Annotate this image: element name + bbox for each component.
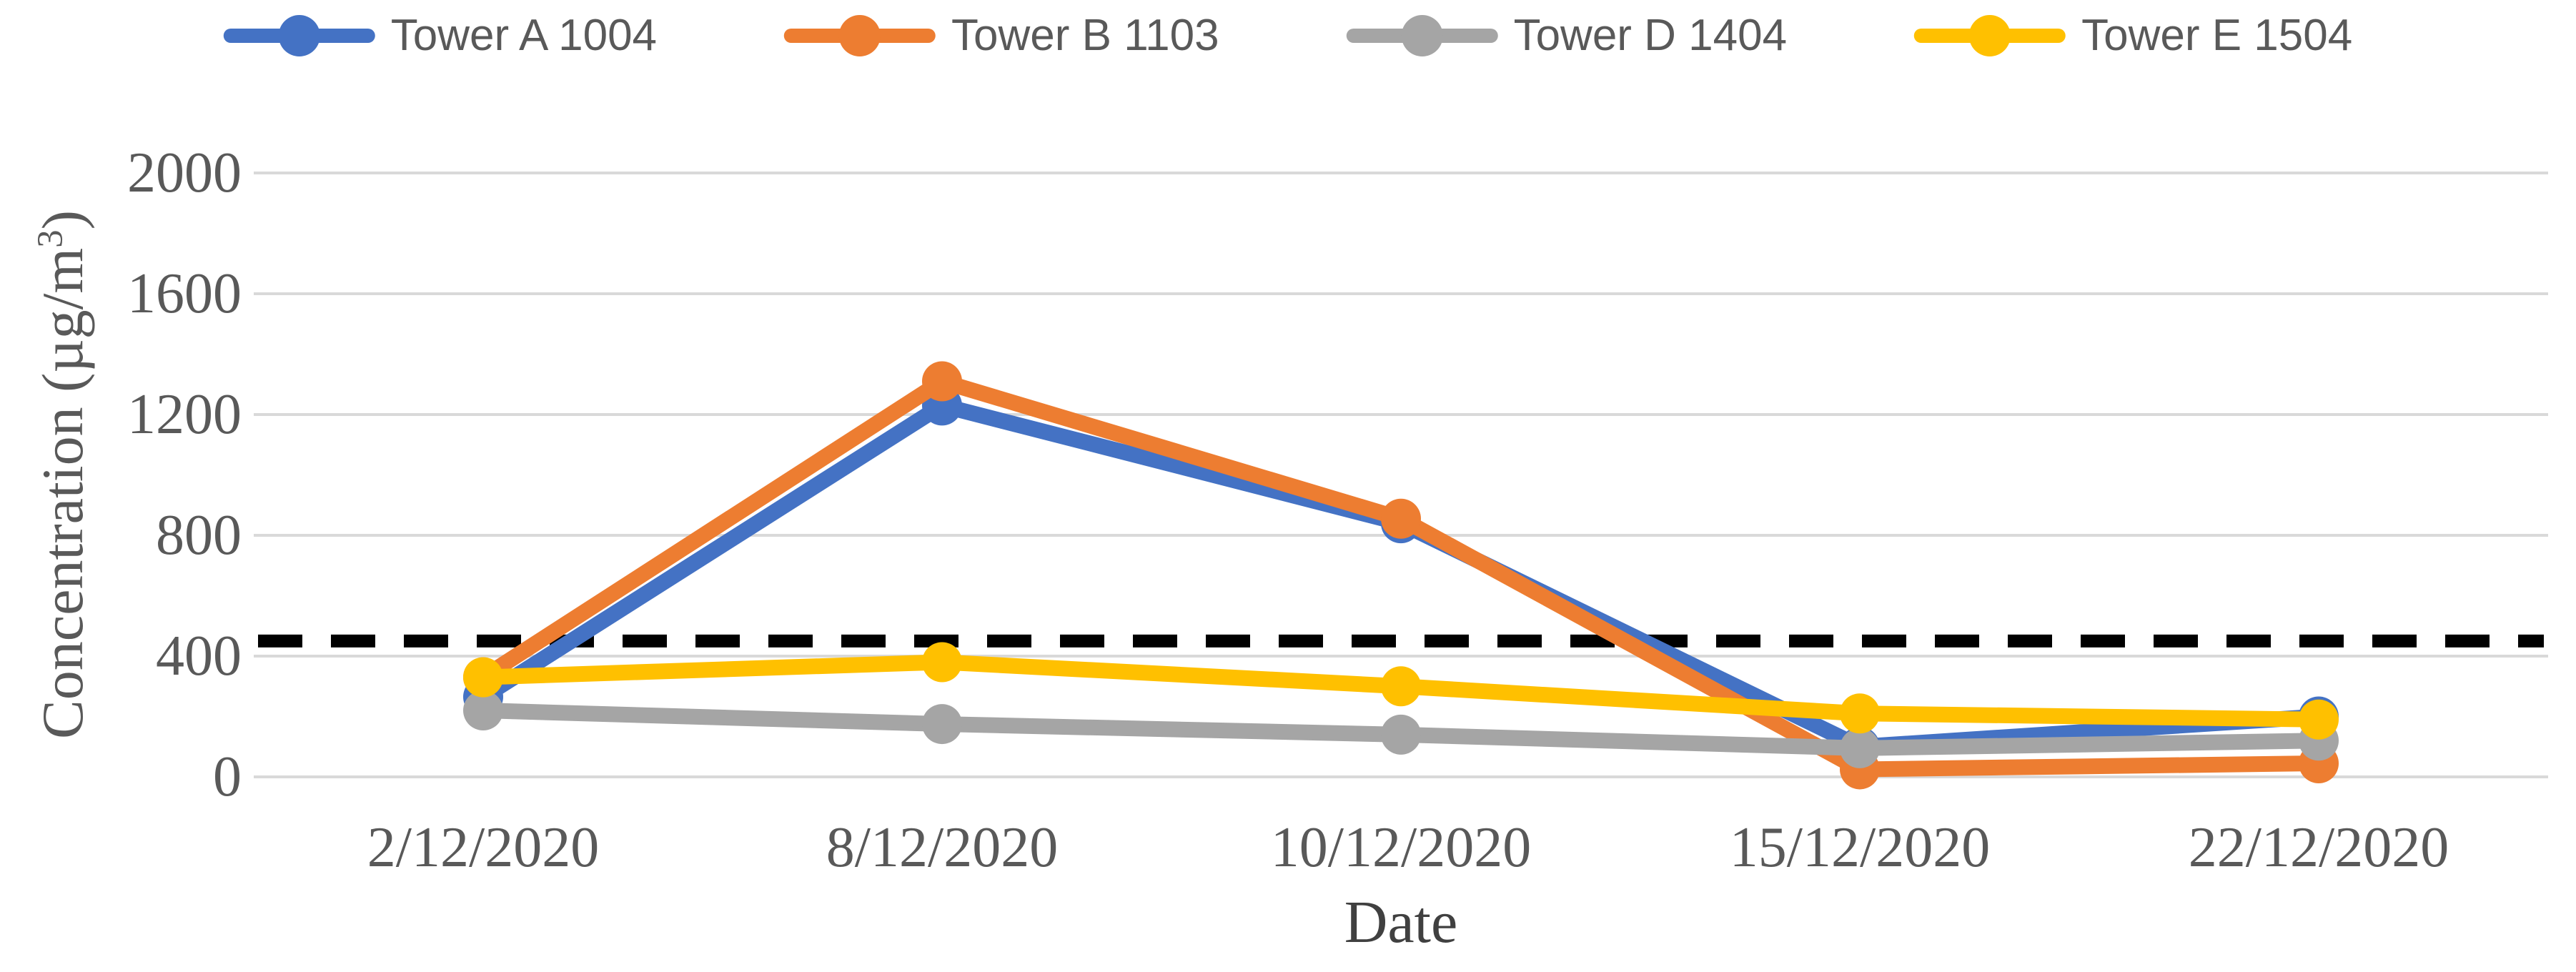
y-tick-label-0: 0 [213,745,242,808]
data-point-marker-tower-e-1504-2 [1381,666,1421,707]
legend-item-tower-a: Tower A 1004 [223,10,658,61]
data-point-marker-tower-e-1504-4 [2299,699,2339,740]
y-tick-label-2000: 2000 [127,142,242,204]
x-tick-label-5: 22/12/2020 [2188,816,2449,879]
x-tick-label-4: 15/12/2020 [1729,816,1991,879]
legend-marker-icon [1346,14,1498,58]
data-point-marker-tower-e-1504-0 [463,657,503,698]
data-point-marker-tower-d-1404-1 [922,704,962,745]
y-tick-label-400: 400 [156,625,242,688]
y-tick-label-1200: 1200 [127,383,242,446]
chart-legend: Tower A 1004 Tower B 1103 Tower D 1404 T… [223,10,2352,61]
x-tick-label-1: 2/12/2020 [367,816,600,879]
plot-area [254,172,2548,790]
data-point-marker-tower-d-1404-0 [463,690,503,731]
x-axis-title: Date [1344,889,1458,956]
y-tick-label-800: 800 [156,504,242,567]
legend-item-tower-d: Tower D 1404 [1346,10,1788,61]
legend-dot-blue [278,14,320,56]
legend-label: Tower E 1504 [2081,11,2353,60]
y-tick-label-1600: 1600 [127,262,242,325]
legend-dot-yellow [1969,14,2011,56]
legend-label: Tower D 1404 [1513,11,1788,60]
x-tick-label-2: 8/12/2020 [826,816,1059,879]
legend-marker-icon [223,14,375,58]
legend-label: Tower A 1004 [390,11,658,60]
legend-marker-icon [1914,14,2066,58]
y-axis-title-superscript: 3 [29,229,70,248]
legend-item-tower-b: Tower B 1103 [784,10,1219,61]
data-point-marker-tower-b-1103-1 [922,361,962,402]
legend-item-tower-e: Tower E 1504 [1914,10,2352,61]
y-axis-title-close: ) [30,210,96,230]
data-point-marker-tower-d-1404-2 [1381,714,1421,755]
data-point-marker-tower-e-1504-3 [1840,693,1880,734]
data-point-marker-tower-d-1404-3 [1840,728,1880,768]
legend-dot-orange [839,14,881,56]
data-point-marker-tower-e-1504-1 [922,642,962,683]
data-point-marker-tower-b-1103-2 [1381,498,1421,539]
legend-marker-icon [784,14,936,58]
legend-dot-gray [1401,14,1443,56]
x-tick-label-3: 10/12/2020 [1270,816,1532,879]
legend-label: Tower B 1103 [951,11,1219,60]
